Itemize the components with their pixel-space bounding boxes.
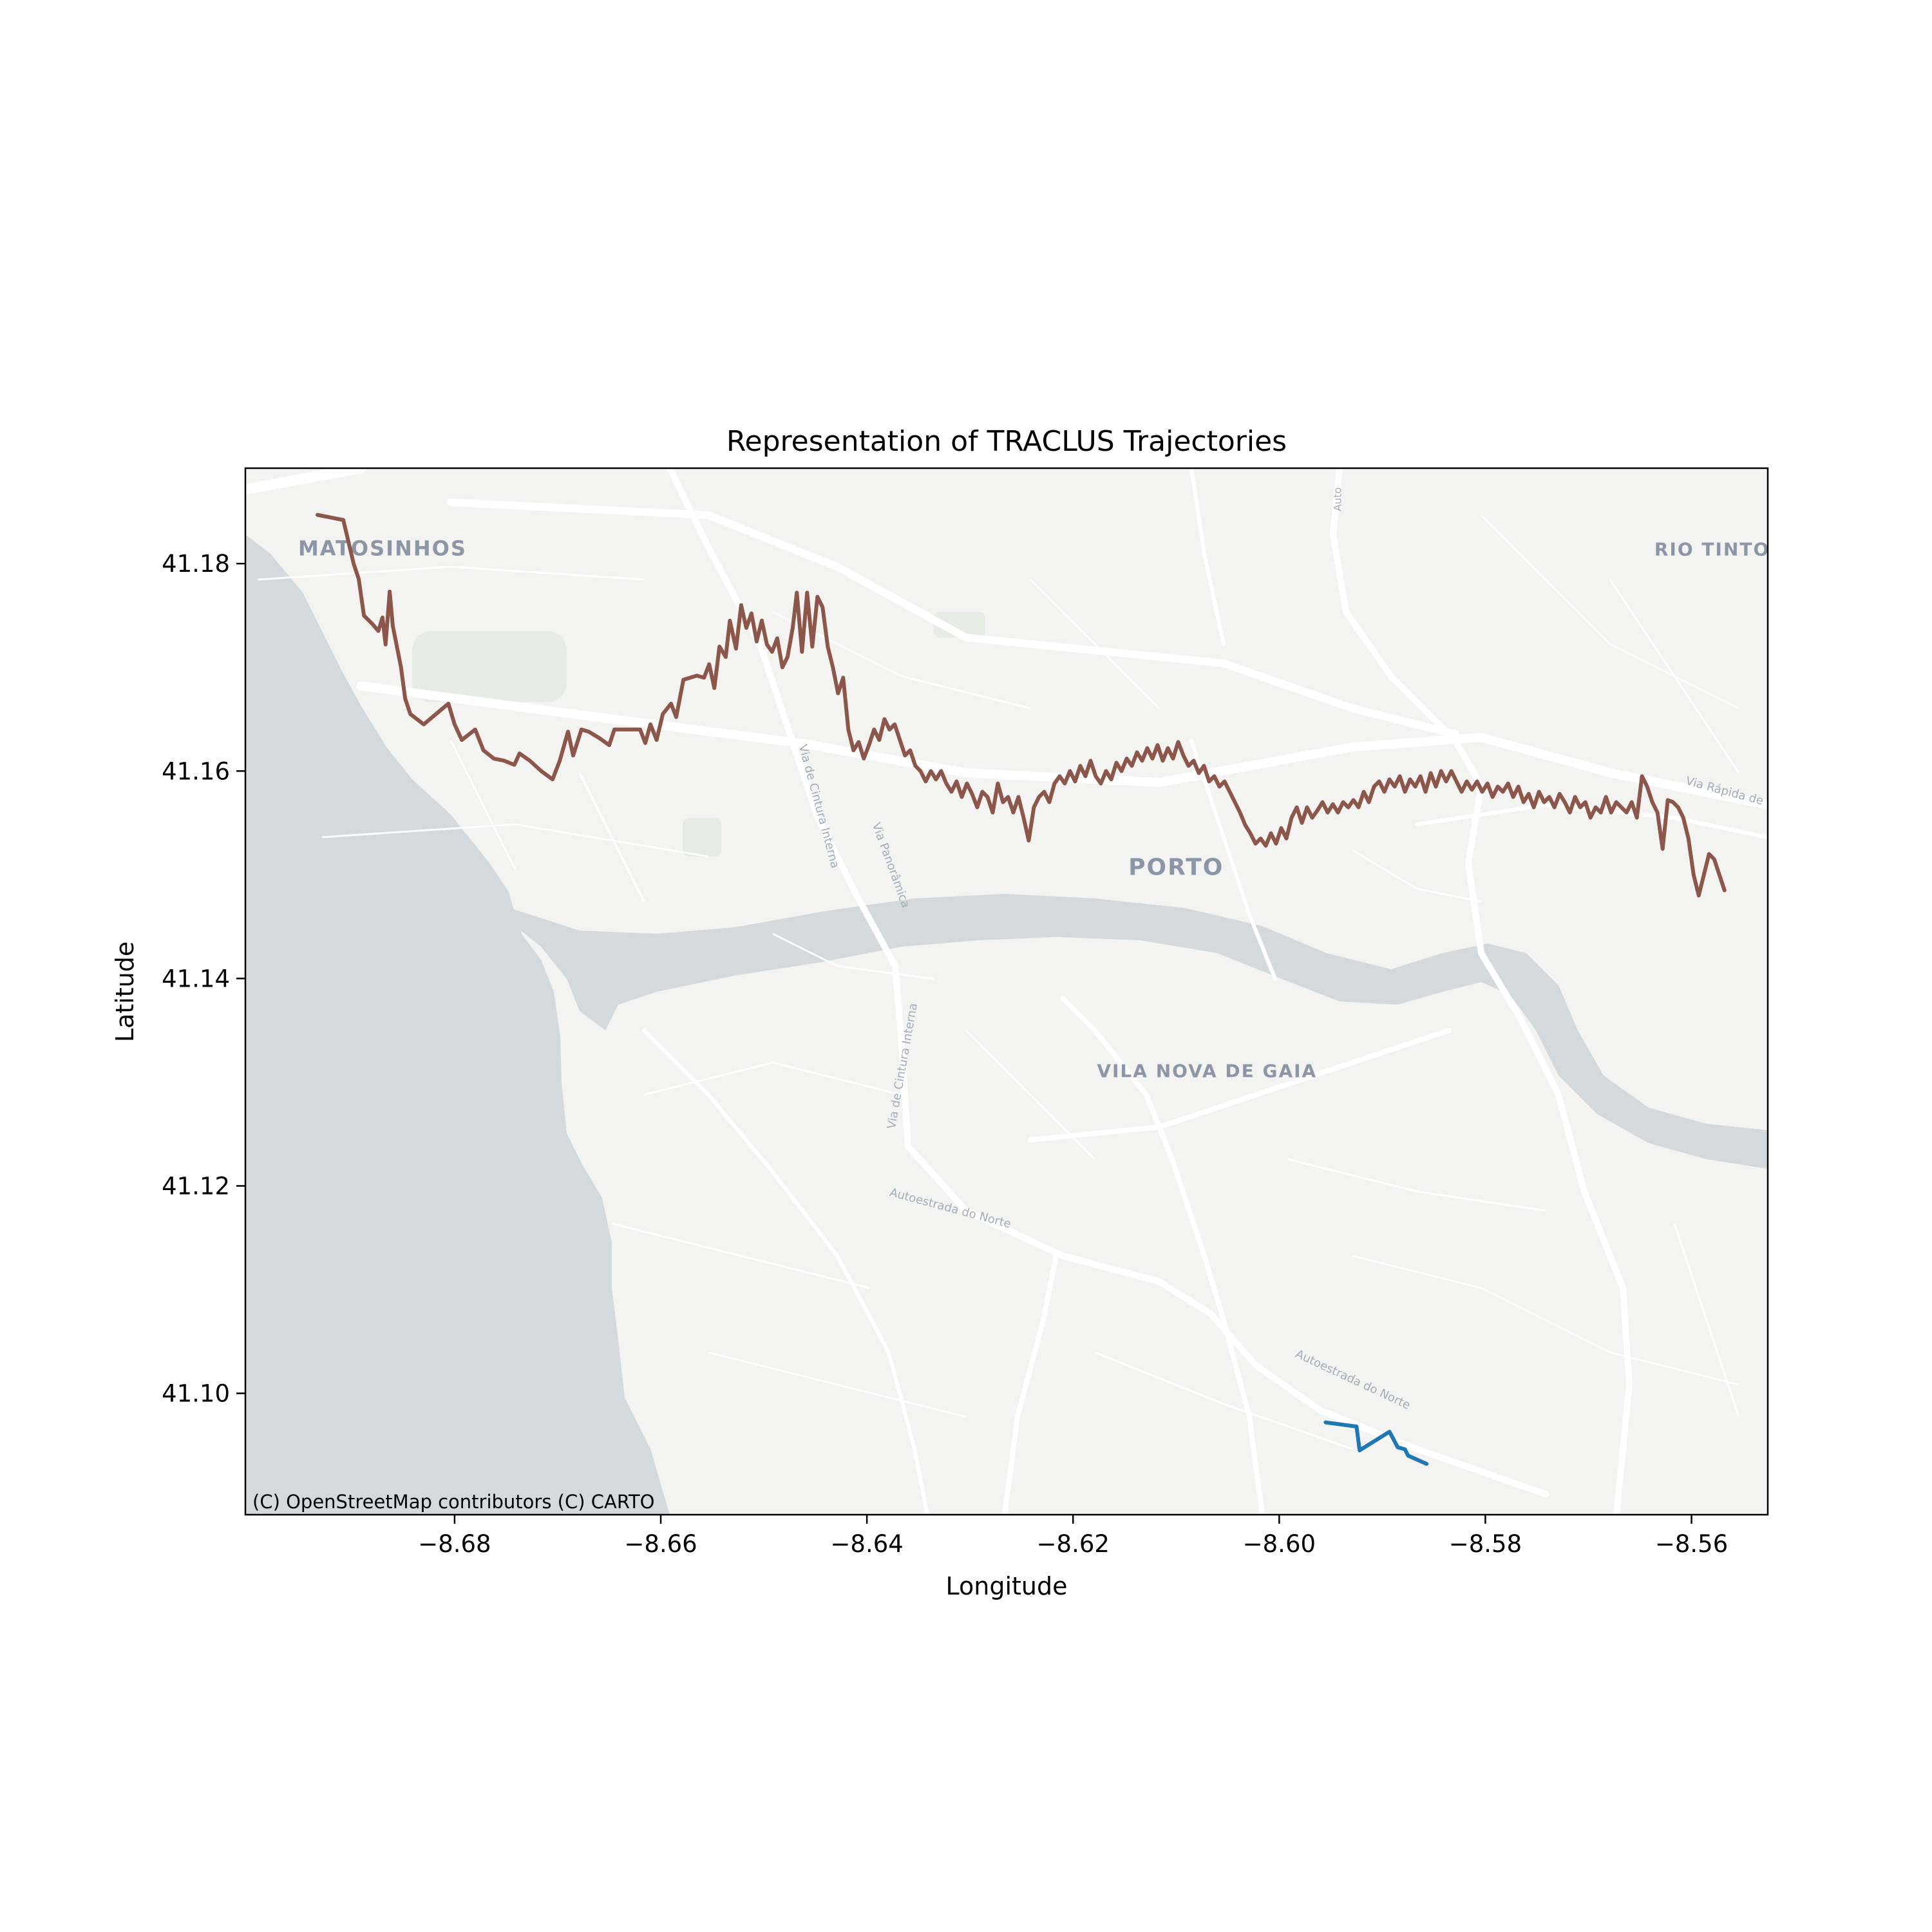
y-axis: 41.10 41.12 41.14 41.16 41.18 [162, 550, 245, 1408]
x-axis: −8.68 −8.66 −8.64 −8.62 −8.60 −8.58 −8.56 [418, 1515, 1728, 1558]
basemap-sea [245, 535, 670, 1515]
place-label-porto: PORTO [1128, 854, 1224, 880]
map-area[interactable]: MATOSINHOS RIO TINTO PORTO VILA NOVA DE … [245, 468, 1783, 1515]
y-tick-label: 41.14 [162, 965, 230, 992]
y-tick-label: 41.10 [162, 1380, 230, 1408]
axes-frame [244, 467, 1769, 1516]
place-label-rio-tinto: RIO TINTO [1654, 538, 1770, 560]
basemap-minor-roads [257, 514, 1740, 1450]
x-tick-label: −8.62 [1037, 1530, 1110, 1558]
x-tick-label: −8.68 [418, 1530, 491, 1558]
x-tick-label: −8.58 [1449, 1530, 1522, 1558]
place-label-vila-nova-de-gaia: VILA NOVA DE GAIA [1097, 1060, 1317, 1081]
chart-title: Representation of TRACLUS Trajectories [726, 425, 1287, 458]
x-axis-label: Longitude [946, 1572, 1068, 1600]
basemap-roads [245, 468, 1768, 1515]
trajectory-line-brown[interactable] [316, 513, 1727, 898]
x-tick-label: −8.60 [1243, 1530, 1316, 1558]
trajectory-line-blue[interactable] [1323, 1420, 1429, 1466]
basemap-park [683, 818, 721, 857]
x-tick-label: −8.64 [830, 1530, 903, 1558]
basemap-river [489, 894, 1768, 1169]
x-tick-label: −8.56 [1655, 1530, 1728, 1558]
y-tick-label: 41.12 [162, 1172, 230, 1200]
y-tick-label: 41.18 [162, 550, 230, 578]
basemap-park [412, 631, 567, 702]
road-label: Auto [1331, 488, 1343, 511]
y-axis-label: Latitude [111, 942, 139, 1042]
map-attribution: (C) OpenStreetMap contributors (C) CARTO [252, 1491, 654, 1513]
y-tick-label: 41.16 [162, 757, 230, 785]
x-tick-label: −8.66 [624, 1530, 697, 1558]
place-label-matosinhos: MATOSINHOS [298, 536, 467, 560]
